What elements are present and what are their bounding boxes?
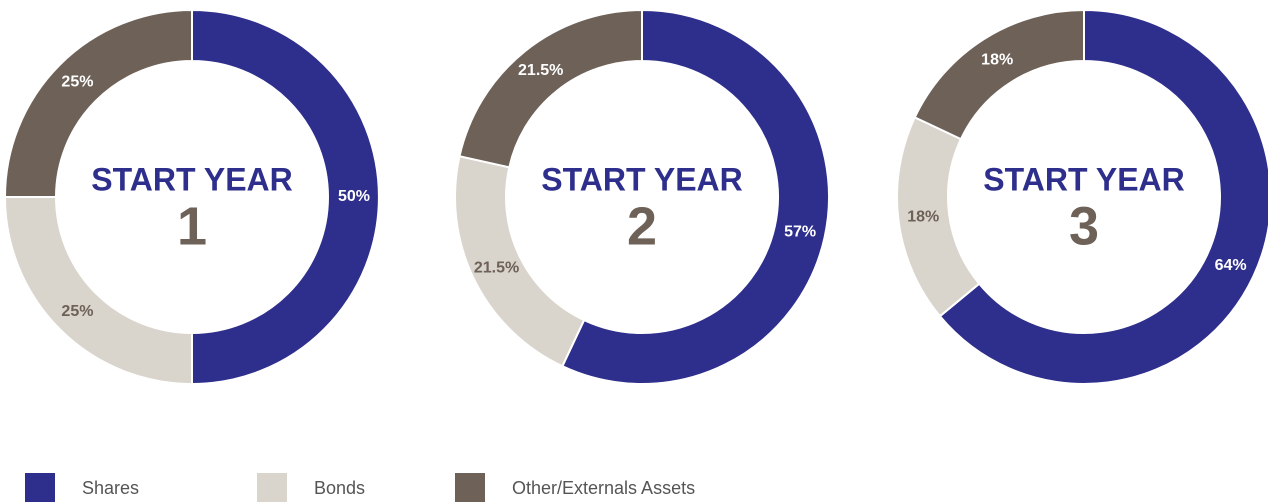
donut-slice: [191, 8, 380, 386]
center-number: 3: [1069, 196, 1099, 256]
donut-slice: [458, 8, 643, 169]
center-number: 2: [627, 196, 657, 256]
donut-slice: [913, 8, 1085, 141]
slice-label: 18%: [981, 51, 1013, 68]
legend-label: Bonds: [314, 478, 365, 498]
center-label: START YEAR: [541, 161, 743, 197]
donut-slice: [561, 8, 830, 385]
slice-label: 21.5%: [518, 62, 563, 79]
legend-label: Shares: [82, 478, 139, 498]
donut-slice: [3, 196, 193, 386]
donut-slice: [938, 8, 1268, 385]
slice-label: 50%: [338, 188, 370, 205]
legend-swatch: [257, 473, 287, 502]
donut-slice: [3, 8, 193, 198]
legend-swatch: [455, 473, 485, 502]
legend-label: Other/Externals Assets: [512, 478, 695, 498]
center-label: START YEAR: [91, 161, 293, 197]
slice-label: 57%: [784, 224, 816, 241]
slice-label: 21.5%: [474, 259, 519, 276]
slice-label: 25%: [61, 303, 93, 320]
legend-swatch: [25, 473, 55, 502]
center-number: 1: [177, 196, 207, 256]
center-label: START YEAR: [983, 161, 1185, 197]
slice-label: 18%: [907, 209, 939, 226]
slice-label: 64%: [1215, 257, 1247, 274]
slice-label: 25%: [61, 74, 93, 91]
